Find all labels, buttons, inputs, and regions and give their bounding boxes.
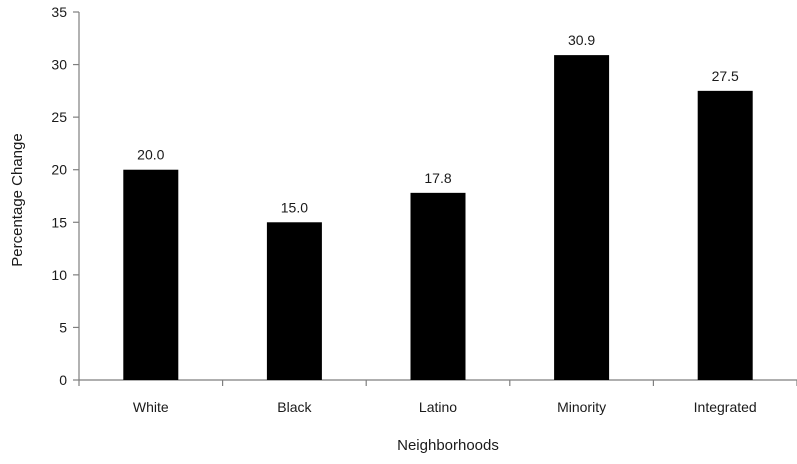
- bar-white: [123, 169, 179, 380]
- x-tick-label-minority: Minority: [557, 399, 606, 415]
- bar-minority: [554, 55, 610, 380]
- y-tick-label: 10: [51, 267, 67, 283]
- y-tick-label: 35: [51, 4, 67, 20]
- x-tick-label-black: Black: [277, 399, 312, 415]
- bar-black: [266, 222, 322, 380]
- bars: [123, 55, 753, 380]
- y-tick-label: 20: [51, 162, 67, 178]
- data-label-white: 20.0: [137, 147, 164, 163]
- x-tick-label-integrated: Integrated: [694, 399, 757, 415]
- y-tick-label: 15: [51, 214, 67, 230]
- y-axis: 0 5 10 15 20 25 30 35: [51, 4, 80, 388]
- data-label-black: 15.0: [281, 199, 308, 215]
- data-label-latino: 17.8: [424, 170, 451, 186]
- x-axis: White Black Latino Minority Integrated: [78, 379, 797, 415]
- y-tick-label: 25: [51, 109, 67, 125]
- x-tick-label-latino: Latino: [419, 399, 457, 415]
- y-axis-title: Percentage Change: [9, 133, 26, 266]
- bar-latino: [410, 192, 466, 380]
- data-labels: 20.0 15.0 17.8 30.9 27.5: [137, 32, 739, 215]
- y-tick-label: 0: [59, 372, 67, 388]
- x-tick-label-white: White: [133, 399, 169, 415]
- y-tick-label: 30: [51, 57, 67, 73]
- x-axis-title: Neighborhoods: [397, 437, 499, 454]
- bar-integrated: [697, 90, 753, 380]
- data-label-minority: 30.9: [568, 32, 595, 48]
- y-tick-label: 5: [59, 319, 67, 335]
- data-label-integrated: 27.5: [712, 68, 739, 84]
